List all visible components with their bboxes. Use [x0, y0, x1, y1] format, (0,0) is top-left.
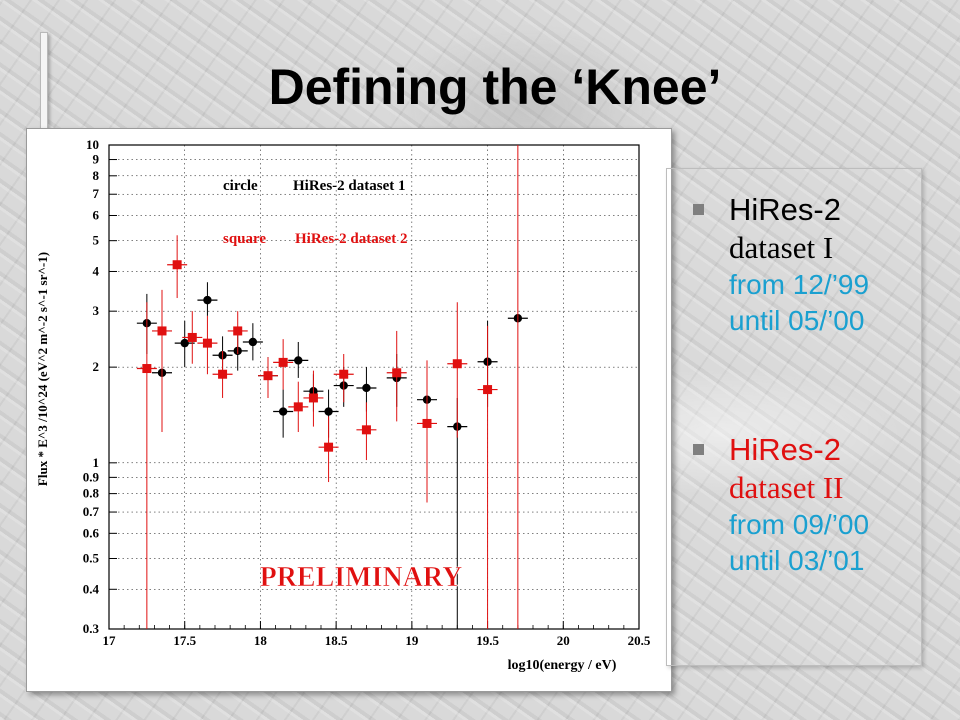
legend: circle HiRes-2 dataset 1 square HiRes-2 … — [223, 178, 408, 247]
data-point-square — [233, 326, 243, 336]
bullet-date: from 09/’00 — [729, 509, 870, 540]
data-point-square — [187, 332, 197, 342]
data-point-square — [157, 326, 167, 336]
bullet-square-icon — [693, 444, 704, 455]
data-point-square — [308, 393, 318, 403]
data-point-square — [218, 369, 228, 379]
data-point-square — [422, 418, 432, 428]
data-point-square — [278, 357, 288, 367]
y-tick-label: 1 — [93, 455, 100, 470]
x-tick-label: 20 — [557, 633, 570, 648]
data-point-square — [483, 385, 493, 395]
data-point-square — [142, 364, 152, 374]
legend-label-square: HiRes-2 dataset 2 — [295, 231, 408, 247]
legend-marker-square: square — [223, 231, 266, 247]
bullet-line: dataset I — [729, 230, 834, 265]
data-point-circle — [203, 295, 212, 305]
y-tick-label: 0.7 — [83, 504, 100, 519]
y-tick-label: 0.6 — [83, 525, 100, 540]
y-tick-label: 0.3 — [83, 621, 100, 636]
x-tick-label: 18 — [254, 633, 268, 648]
y-tick-label: 2 — [93, 359, 100, 374]
y-tick-label: 0.5 — [83, 550, 100, 565]
bullet-date: from 12/’99 — [729, 269, 870, 300]
data-point-square — [361, 425, 371, 435]
x-tick-label: 19 — [405, 633, 419, 648]
legend-entry-circle: circle HiRes-2 dataset 1 — [223, 178, 406, 194]
data-point-circle — [248, 337, 258, 347]
data-point-circle — [324, 407, 333, 416]
bullet-panel: HiRes-2 dataset I from 12/’99 until 05/’… — [666, 168, 922, 666]
data-point-square — [202, 338, 212, 348]
y-tick-label: 7 — [93, 186, 100, 201]
slide-title: Defining the ‘Knee’ — [268, 59, 722, 115]
data-point-square — [263, 371, 273, 381]
x-tick-label: 20.5 — [628, 633, 651, 648]
plot-card: 0.3 0.4 0.5 0.6 0.7 0.8 0.9 1 2 3 4 5 6 7 8 9 10 17 17.5 1… — [26, 128, 672, 692]
data-point-circle — [278, 407, 288, 416]
bullet-text: HiRes-2 dataset I from 12/’99 until 05/’… — [729, 191, 939, 339]
bullet-line: HiRes-2 — [729, 192, 841, 227]
y-axis-label: Flux * E^3 /10^24 (eV^2 m^-2 s^-1 sr^-1) — [35, 252, 50, 486]
y-tick-label: 0.4 — [83, 581, 100, 596]
data-point-square — [392, 368, 402, 378]
data-point-square — [339, 369, 349, 379]
bullet-square-icon — [693, 204, 704, 215]
x-tick-label: 17.5 — [173, 633, 196, 648]
legend-entry-square: square HiRes-2 dataset 2 — [223, 231, 408, 247]
x-tick-label: 17 — [103, 633, 117, 648]
data-point-circle — [180, 338, 189, 348]
bullet-date: until 03/’01 — [729, 545, 865, 576]
data-point-square — [324, 442, 334, 452]
preliminary-stamp: PRELIMINARY — [260, 562, 463, 593]
y-tick-label: 0.8 — [83, 486, 100, 501]
bullet-date: until 05/’00 — [729, 305, 865, 336]
x-tick-label: 18.5 — [325, 633, 348, 648]
bullet-line: HiRes-2 — [729, 432, 841, 467]
y-tick-label: 8 — [93, 168, 100, 183]
data-point-square — [172, 260, 182, 270]
data-point-square — [293, 402, 303, 412]
y-tick-label: 0.9 — [83, 469, 100, 484]
y-tick-label: 6 — [93, 208, 100, 223]
y-tick-label: 5 — [93, 233, 100, 248]
legend-label-circle: HiRes-2 dataset 1 — [293, 178, 406, 194]
y-tick-label: 10 — [86, 137, 99, 152]
y-tick-label: 4 — [93, 263, 100, 278]
x-tick-label: 19.5 — [476, 633, 499, 648]
data-point-square — [452, 359, 462, 369]
y-tick-label: 3 — [93, 303, 100, 318]
y-tick-label: 9 — [93, 152, 100, 167]
data-point-circle — [362, 383, 371, 393]
legend-marker-circle: circle — [223, 178, 258, 194]
data-point-circle — [294, 356, 303, 365]
bullet-line: dataset II — [729, 470, 844, 505]
plot-frame — [108, 144, 640, 630]
bullet-text: HiRes-2 dataset II from 09/’00 until 03/… — [729, 431, 939, 579]
x-axis-label: log10(energy / eV) — [508, 658, 617, 673]
